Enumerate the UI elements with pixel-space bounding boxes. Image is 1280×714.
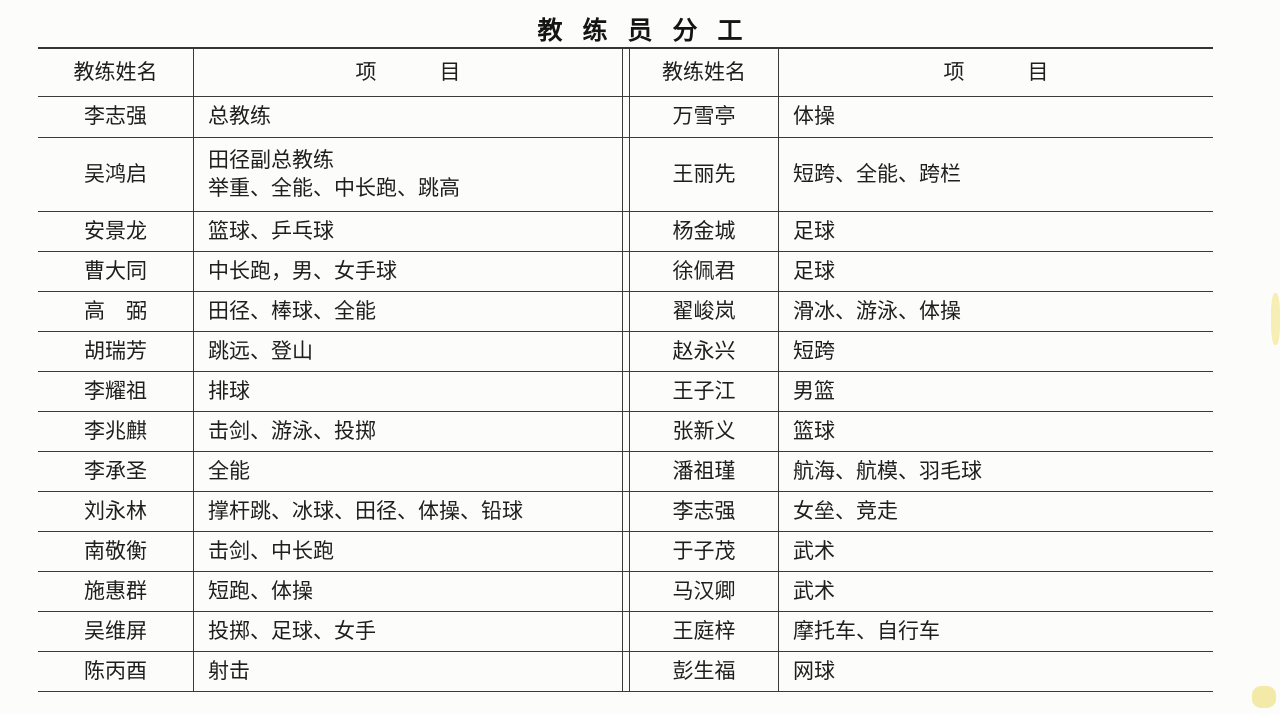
header-items-right: 项 目 xyxy=(778,47,1213,97)
coach-items-cell: 跳远、登山 xyxy=(193,332,622,372)
coach-name-cell: 李志强 xyxy=(38,97,193,138)
coach-items-cell: 总教练 xyxy=(193,97,622,138)
table-middle-divider xyxy=(622,612,630,652)
coach-items-cell: 航海、航模、羽毛球 xyxy=(778,452,1213,492)
table-middle-divider xyxy=(622,252,630,292)
coach-items-cell: 全能 xyxy=(193,452,622,492)
coach-items-cell: 田径副总教练 举重、全能、中长跑、跳高 xyxy=(193,138,622,212)
coach-name-cell: 赵永兴 xyxy=(630,332,778,372)
coach-name-cell: 翟峻岚 xyxy=(630,292,778,332)
coach-name-cell: 刘永林 xyxy=(38,492,193,532)
coach-name-cell: 曹大同 xyxy=(38,252,193,292)
coach-name-cell: 王丽先 xyxy=(630,138,778,212)
coach-items-cell: 足球 xyxy=(778,252,1213,292)
table-middle-divider xyxy=(622,412,630,452)
table-middle-divider xyxy=(622,97,630,138)
coach-name-cell: 杨金城 xyxy=(630,212,778,252)
coach-name-cell: 王庭梓 xyxy=(630,612,778,652)
coach-items-cell: 击剑、中长跑 xyxy=(193,532,622,572)
coach-items-cell: 田径、棒球、全能 xyxy=(193,292,622,332)
coach-items-cell: 击剑、游泳、投掷 xyxy=(193,412,622,452)
table-middle-divider xyxy=(622,572,630,612)
coach-items-cell: 足球 xyxy=(778,212,1213,252)
coach-name-cell: 徐佩君 xyxy=(630,252,778,292)
table-middle-divider xyxy=(622,452,630,492)
coach-items-cell: 篮球 xyxy=(778,412,1213,452)
coach-items-cell: 短跑、体操 xyxy=(193,572,622,612)
coach-items-cell: 短跨 xyxy=(778,332,1213,372)
header-items-left: 项 目 xyxy=(193,47,622,97)
coach-name-cell: 南敬衡 xyxy=(38,532,193,572)
table-middle-divider xyxy=(622,372,630,412)
coach-name-cell: 吴维屏 xyxy=(38,612,193,652)
table-middle-divider xyxy=(622,652,630,692)
coach-name-cell: 高 弼 xyxy=(38,292,193,332)
coach-name-cell: 胡瑞芳 xyxy=(38,332,193,372)
scan-artifact xyxy=(1252,686,1276,708)
coach-name-cell: 彭生福 xyxy=(630,652,778,692)
coach-name-cell: 陈丙酉 xyxy=(38,652,193,692)
coach-name-cell: 李承圣 xyxy=(38,452,193,492)
coach-name-cell: 吴鸿启 xyxy=(38,138,193,212)
header-coach-name-right: 教练姓名 xyxy=(630,47,778,97)
coach-items-cell: 投掷、足球、女手 xyxy=(193,612,622,652)
table-middle-divider xyxy=(622,292,630,332)
coach-items-cell: 武术 xyxy=(778,532,1213,572)
coaches-table: 教练姓名 项 目 教练姓名 项 目 李志强 总教练 万雪亭 体操 吴鸿启 田径副… xyxy=(38,47,1213,692)
coach-items-cell: 男篮 xyxy=(778,372,1213,412)
coach-name-cell: 王子江 xyxy=(630,372,778,412)
coach-name-cell: 李兆麒 xyxy=(38,412,193,452)
coach-items-cell: 撑杆跳、冰球、田径、体操、铅球 xyxy=(193,492,622,532)
coach-items-cell: 短跨、全能、跨栏 xyxy=(778,138,1213,212)
coach-name-cell: 潘祖瑾 xyxy=(630,452,778,492)
page-title: 教练员分工 xyxy=(537,17,763,45)
coach-name-cell: 张新义 xyxy=(630,412,778,452)
coach-name-cell: 施惠群 xyxy=(38,572,193,612)
header-coach-name-left: 教练姓名 xyxy=(38,47,193,97)
coach-items-cell: 滑冰、游泳、体操 xyxy=(778,292,1213,332)
coach-name-cell: 马汉卿 xyxy=(630,572,778,612)
coach-items-cell: 体操 xyxy=(778,97,1213,138)
coach-items-cell: 摩托车、自行车 xyxy=(778,612,1213,652)
coach-items-cell: 篮球、乒乓球 xyxy=(193,212,622,252)
scan-artifact xyxy=(1271,293,1280,345)
table-middle-divider xyxy=(622,47,630,97)
table-middle-divider xyxy=(622,138,630,212)
coach-items-cell: 排球 xyxy=(193,372,622,412)
table-middle-divider xyxy=(622,532,630,572)
coach-items-cell: 女垒、竞走 xyxy=(778,492,1213,532)
coach-name-cell: 于子茂 xyxy=(630,532,778,572)
table-middle-divider xyxy=(622,332,630,372)
coach-items-cell: 武术 xyxy=(778,572,1213,612)
coach-name-cell: 万雪亭 xyxy=(630,97,778,138)
coach-items-cell: 射击 xyxy=(193,652,622,692)
table-middle-divider xyxy=(622,492,630,532)
coach-name-cell: 李耀祖 xyxy=(38,372,193,412)
coach-name-cell: 安景龙 xyxy=(38,212,193,252)
table-middle-divider xyxy=(622,212,630,252)
coach-items-cell: 网球 xyxy=(778,652,1213,692)
coach-name-cell: 李志强 xyxy=(630,492,778,532)
coach-items-cell: 中长跑，男、女手球 xyxy=(193,252,622,292)
